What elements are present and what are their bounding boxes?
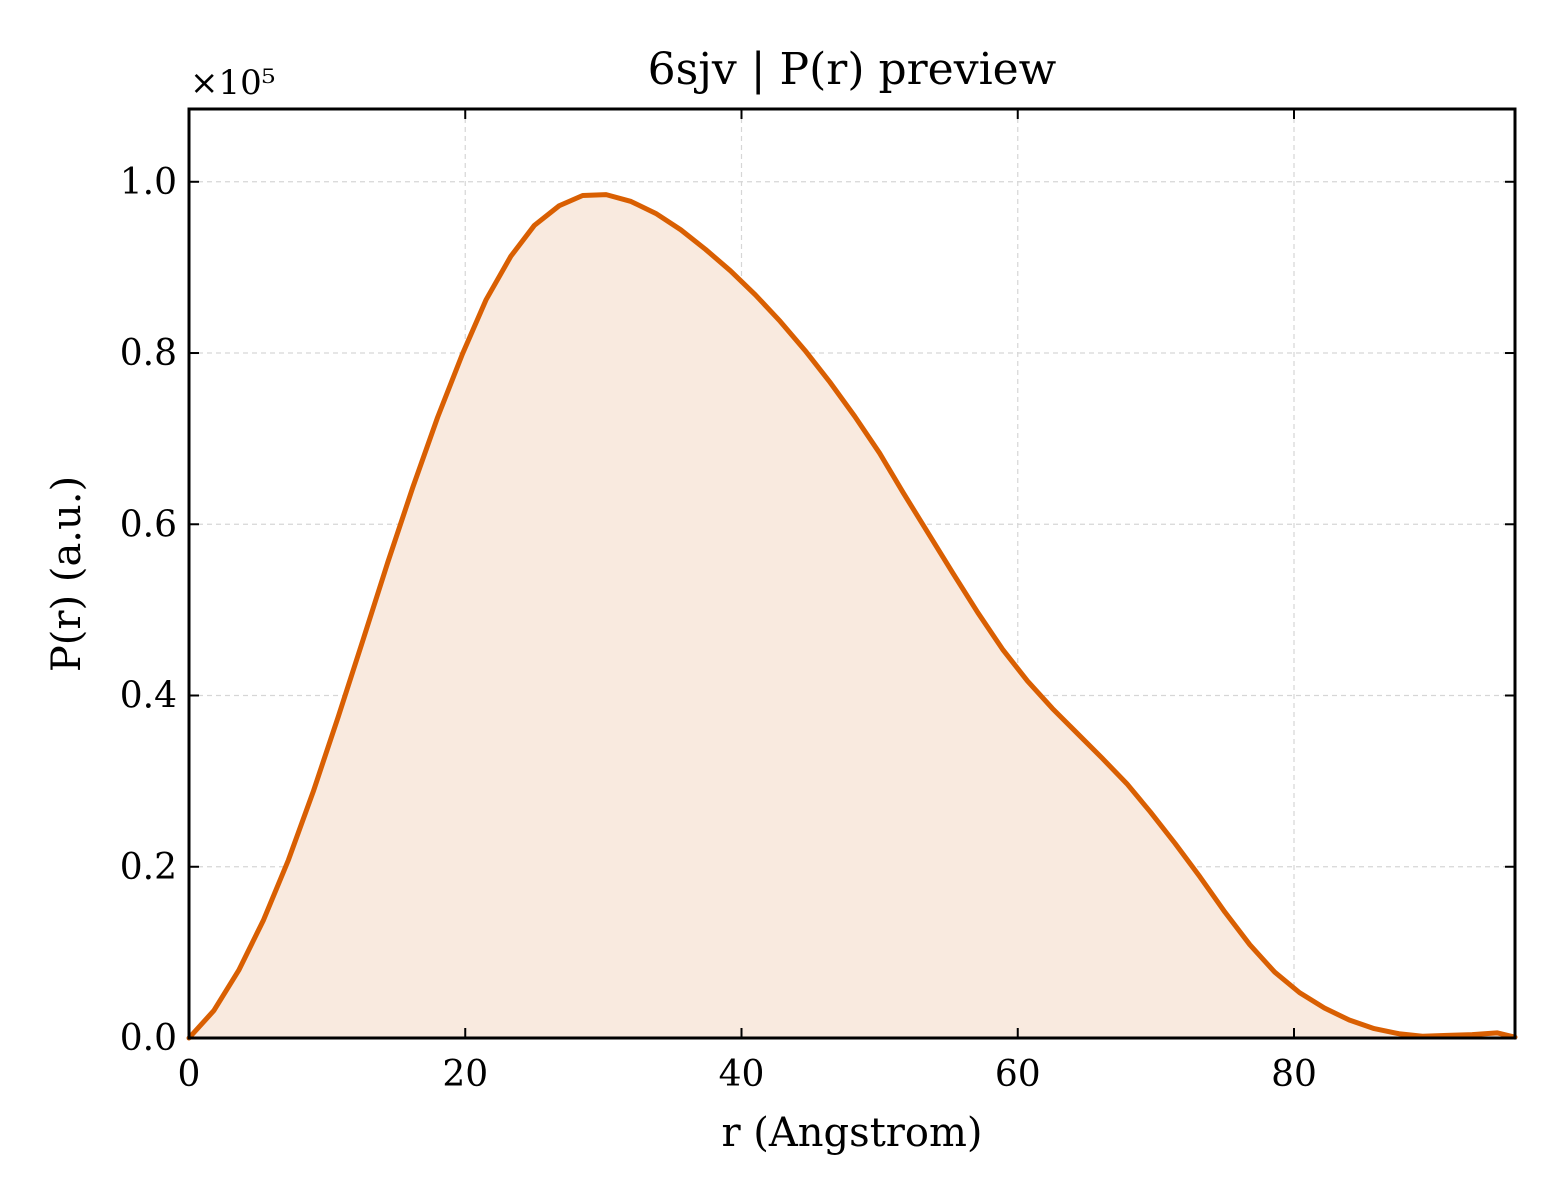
y-tick-label: 0.8 — [120, 333, 177, 374]
y-axis-multiplier: ×10⁵ — [190, 63, 275, 103]
x-tick-label: 40 — [719, 1054, 765, 1095]
x-tick-label: 20 — [442, 1054, 488, 1095]
pr-area-fill — [189, 194, 1515, 1038]
tick-layer — [188, 109, 1515, 1039]
chart-title: 6sjv | P(r) preview — [648, 44, 1057, 95]
y-tick-label: 0.2 — [120, 847, 177, 888]
y-tick-label: 1.0 — [120, 162, 177, 203]
y-tick-label: 0.0 — [120, 1018, 177, 1059]
x-tick-label: 80 — [1271, 1054, 1317, 1095]
y-axis-label: P(r) (a.u.) — [44, 476, 90, 672]
x-axis-label: r (Angstrom) — [721, 1110, 982, 1156]
x-tick-label: 60 — [995, 1054, 1041, 1095]
y-tick-label: 0.6 — [120, 504, 177, 545]
tick-label-layer: 0 20 40 60 80 0.0 0.2 0.4 0.6 0.8 1.0 — [120, 162, 1317, 1095]
plot-frame — [187, 107, 1517, 1040]
y-tick-label: 0.4 — [120, 676, 177, 717]
x-tick-label: 0 — [178, 1054, 201, 1095]
pr-curve-line — [186, 192, 1518, 1041]
